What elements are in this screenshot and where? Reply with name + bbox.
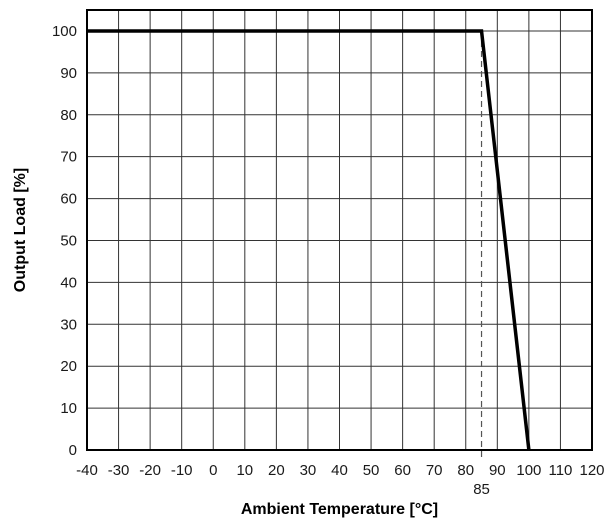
y-axis-title: Output Load [%] [12, 168, 29, 292]
x-tick-label: 80 [457, 462, 474, 479]
annotations: 85 [473, 30, 490, 498]
x-tick-label: 50 [363, 462, 380, 479]
x-tick-label: 0 [209, 462, 217, 479]
y-tick-label: 20 [60, 358, 77, 375]
x-tick-label: -20 [139, 462, 161, 479]
plot-area-frame [86, 9, 593, 451]
x-axis-title: Ambient Temperature [°C] [241, 501, 438, 518]
x-tick-label: 110 [548, 462, 572, 479]
x-tick-label: 70 [426, 462, 443, 479]
x-tick-label: 60 [394, 462, 411, 479]
x-tick-label: 120 [579, 462, 604, 479]
x-tick-label: -10 [171, 462, 193, 479]
x-tick-label: 30 [300, 462, 317, 479]
x-tick-label: -30 [108, 462, 130, 479]
x-tick-label: 10 [236, 462, 253, 479]
y-tick-label: 30 [60, 316, 77, 333]
x-tick-label: -40 [76, 462, 98, 479]
y-tick-label: 0 [69, 442, 77, 459]
x-tick-label: 20 [268, 462, 285, 479]
x-tick-label: 40 [331, 462, 348, 479]
series-lines [87, 29, 531, 451]
y-tick-label: 100 [52, 23, 77, 40]
y-tick-label: 70 [60, 149, 77, 166]
x-tick-label: 90 [489, 462, 506, 479]
grid-lines [87, 10, 592, 450]
y-tick-label: 50 [60, 232, 77, 249]
series-line [87, 29, 531, 451]
y-tick-label: 90 [60, 65, 77, 82]
x-tick-labels: -40 -30 -20 -10 0 10 20 30 40 50 60 70 80 90 100 110 120 [76, 462, 604, 479]
y-tick-label: 10 [60, 400, 77, 417]
reference-line-label: 85 [473, 481, 490, 498]
y-tick-label: 60 [60, 191, 77, 208]
y-tick-label: 40 [60, 274, 77, 291]
y-tick-labels: 0 10 20 30 40 50 60 70 80 90 100 [52, 23, 77, 459]
y-tick-label: 80 [60, 107, 77, 124]
x-tick-label: 100 [516, 462, 541, 479]
